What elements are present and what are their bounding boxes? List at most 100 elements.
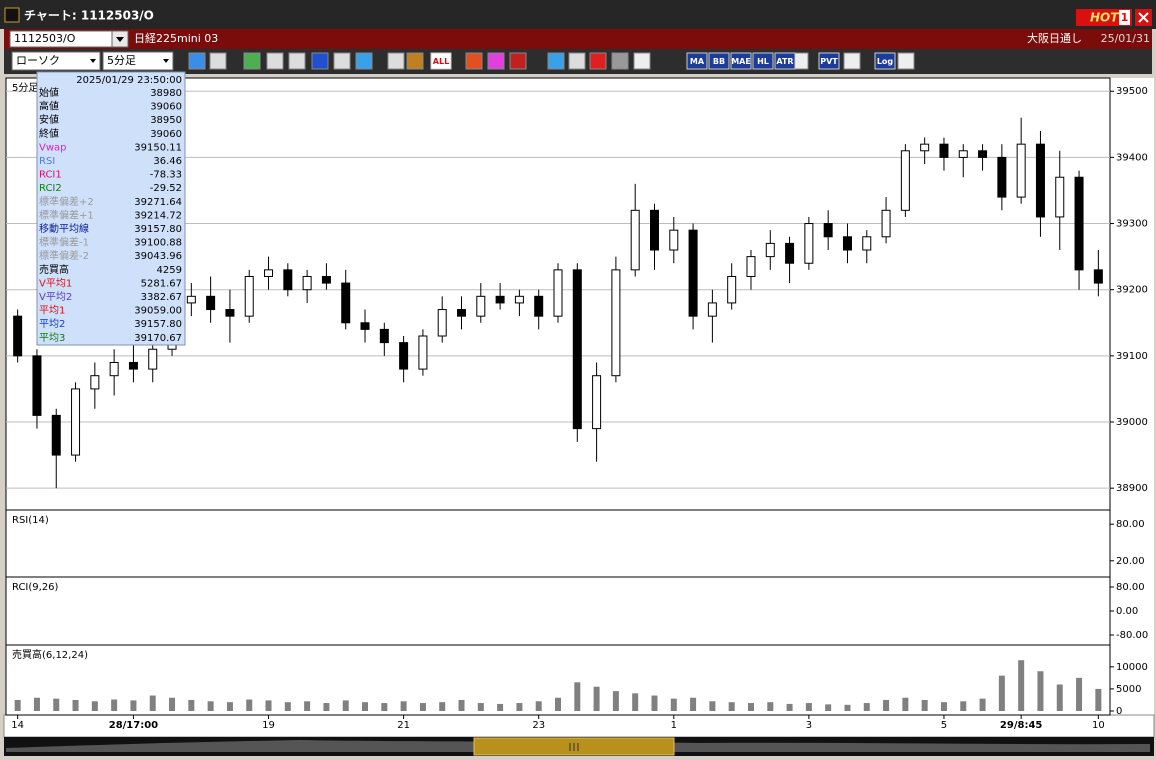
tool-button[interactable] bbox=[818, 52, 840, 70]
volume-bar bbox=[805, 703, 812, 711]
volume-bar bbox=[1076, 677, 1083, 711]
volume-bar bbox=[690, 697, 697, 711]
candle-body bbox=[939, 143, 949, 158]
volume-bar bbox=[33, 697, 40, 711]
candle-body bbox=[669, 229, 679, 251]
volume-bar bbox=[651, 695, 658, 711]
volume-bar bbox=[1037, 671, 1044, 711]
tool-icon[interactable] bbox=[568, 52, 586, 70]
tool-icon[interactable] bbox=[843, 52, 861, 70]
volume-bar bbox=[72, 699, 79, 711]
x-tick-label: 10 bbox=[1092, 720, 1105, 731]
volume-bar bbox=[381, 703, 388, 711]
info-value: 39157.80 bbox=[134, 319, 182, 330]
volume-bar bbox=[574, 682, 581, 711]
candle-body bbox=[71, 388, 81, 456]
x-tick-label: 19 bbox=[262, 720, 275, 731]
tool-icon[interactable] bbox=[509, 52, 527, 70]
candle-body bbox=[900, 150, 910, 211]
volume-bar bbox=[169, 697, 176, 711]
tool-button[interactable] bbox=[708, 52, 730, 70]
window-title: チャート: 1112503/O bbox=[24, 9, 154, 23]
tool-icon[interactable] bbox=[243, 52, 261, 70]
y-tick-label: 39400 bbox=[1116, 152, 1148, 163]
chart-type-select[interactable] bbox=[11, 51, 101, 71]
candle-body bbox=[457, 309, 467, 317]
tool-button[interactable] bbox=[430, 52, 452, 70]
instrument-name: 日経225mini 03 bbox=[134, 32, 218, 45]
tool-icon[interactable] bbox=[387, 52, 405, 70]
info-label: 終値 bbox=[39, 127, 59, 140]
volume-bar bbox=[304, 701, 311, 711]
interval-select[interactable] bbox=[102, 51, 174, 71]
candle-body bbox=[1055, 176, 1065, 218]
candle-body bbox=[109, 361, 119, 377]
tool-icon[interactable] bbox=[547, 52, 565, 70]
symbol-bar bbox=[4, 29, 1152, 49]
tool-icon[interactable] bbox=[333, 52, 351, 70]
tool-icon[interactable] bbox=[406, 52, 424, 70]
candle-body bbox=[727, 275, 737, 304]
tool-icon[interactable] bbox=[897, 52, 915, 70]
panel-title: RSI(14) bbox=[12, 515, 49, 526]
tool-icon[interactable] bbox=[209, 52, 227, 70]
candle-body bbox=[148, 348, 158, 370]
y-tick-label: 5000 bbox=[1116, 684, 1141, 695]
y-tick-label: 80.00 bbox=[1116, 519, 1145, 530]
candle-body bbox=[649, 209, 659, 251]
volume-bar bbox=[458, 699, 465, 711]
candle-body bbox=[592, 375, 602, 430]
tool-icon[interactable] bbox=[487, 52, 505, 70]
info-value: 39170.67 bbox=[134, 333, 182, 344]
candle-body bbox=[707, 302, 717, 317]
hot-button[interactable] bbox=[1076, 9, 1132, 26]
volume-bar bbox=[14, 699, 21, 711]
tool-icon[interactable] bbox=[311, 52, 329, 70]
candle-body bbox=[399, 342, 409, 370]
info-label: 平均1 bbox=[39, 305, 65, 317]
volume-bar bbox=[400, 701, 407, 711]
volume-bar bbox=[921, 699, 928, 711]
candle-body bbox=[553, 269, 563, 317]
volume-bar bbox=[593, 686, 600, 711]
candle-body bbox=[321, 275, 331, 284]
volume-bar bbox=[786, 703, 793, 711]
tool-icon[interactable] bbox=[611, 52, 629, 70]
tool-button[interactable] bbox=[774, 52, 796, 70]
candle-body bbox=[128, 361, 138, 370]
tool-button[interactable] bbox=[686, 52, 708, 70]
volume-bar bbox=[477, 703, 484, 711]
tool-button[interactable] bbox=[730, 52, 752, 70]
time-axis-area bbox=[3, 714, 1155, 738]
tool-icon[interactable] bbox=[465, 52, 483, 70]
tool-button[interactable] bbox=[874, 52, 896, 70]
volume-bar bbox=[246, 699, 253, 711]
info-value: 5281.67 bbox=[141, 278, 182, 289]
tool-button[interactable] bbox=[752, 52, 774, 70]
x-tick-label: 5 bbox=[941, 720, 947, 731]
title-bar bbox=[0, 0, 1156, 29]
candle-body bbox=[842, 236, 852, 251]
toolbar-icons: ALL MA BB MAE HL ATR PVT Log bbox=[188, 52, 915, 70]
volume-bar bbox=[323, 703, 330, 711]
candle-body bbox=[495, 295, 505, 304]
y-tick-label: 38900 bbox=[1116, 483, 1148, 494]
tool-icon[interactable] bbox=[266, 52, 284, 70]
volume-bar bbox=[439, 702, 446, 711]
tool-button-label: MA bbox=[690, 57, 705, 66]
candle-body bbox=[13, 315, 23, 357]
tool-icon[interactable] bbox=[355, 52, 373, 70]
volume-bar bbox=[902, 697, 909, 711]
volume-bar bbox=[497, 703, 504, 711]
info-label: 平均2 bbox=[39, 318, 65, 330]
tool-icon[interactable] bbox=[589, 52, 607, 70]
tool-icon[interactable] bbox=[633, 52, 651, 70]
tool-button-label: MAE bbox=[731, 57, 751, 66]
tool-icon[interactable] bbox=[288, 52, 306, 70]
price-axis-area bbox=[1110, 78, 1154, 716]
tool-icon[interactable] bbox=[188, 52, 206, 70]
candle-body bbox=[90, 375, 100, 390]
panel-title: 5分足 bbox=[12, 82, 38, 94]
dropdown-arrow bbox=[90, 59, 96, 63]
candle-body bbox=[746, 256, 756, 277]
